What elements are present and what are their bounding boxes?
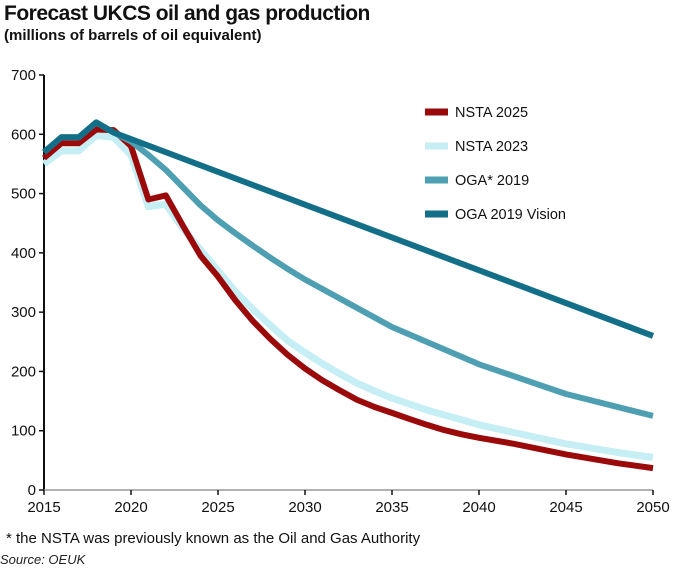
legend-label: NSTA 2025 <box>455 105 528 121</box>
y-tick-label: 600 <box>11 126 36 143</box>
y-tick-label: 300 <box>11 304 36 321</box>
x-tick-label: 2050 <box>636 499 669 516</box>
y-tick-label: 200 <box>11 363 36 380</box>
legend-label: OGA* 2019 <box>455 173 529 189</box>
footnote: * the NSTA was previously known as the O… <box>6 530 421 547</box>
source-note: Source: OEUK <box>0 552 86 567</box>
series-line-nsta-2025 <box>42 126 654 472</box>
legend-label: OGA 2019 Vision <box>455 207 566 223</box>
x-tick-label: 2045 <box>549 499 582 516</box>
series-line-oga-2019-vision <box>42 119 655 339</box>
x-tick-label: 2015 <box>27 499 60 516</box>
chart-title: Forecast UKCS oil and gas production <box>4 2 370 25</box>
x-tick-label: 2025 <box>201 499 234 516</box>
y-tick-label: 500 <box>11 186 36 203</box>
x-tick-label: 2030 <box>288 499 321 516</box>
y-tick-label: 700 <box>11 67 36 84</box>
y-tick-label: 0 <box>28 482 36 499</box>
x-tick-label: 2035 <box>375 499 408 516</box>
y-tick-label: 100 <box>11 423 36 440</box>
chart-subtitle: (millions of barrels of oil equivalent) <box>4 27 262 44</box>
x-tick-label: 2020 <box>114 499 147 516</box>
x-tick-label: 2040 <box>462 499 495 516</box>
y-tick-label: 400 <box>11 245 36 262</box>
legend-label: NSTA 2023 <box>455 139 528 155</box>
series-line-nsta-2023 <box>41 132 654 461</box>
